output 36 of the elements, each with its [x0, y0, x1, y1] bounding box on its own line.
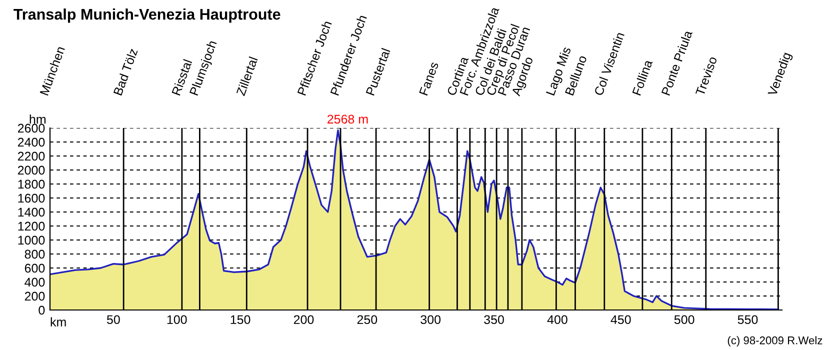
ref-line-label: Ponte Priula: [661, 29, 693, 96]
y-tick-label: 1600: [18, 194, 45, 203]
annotation: 2568 m: [327, 114, 368, 124]
x-tick-label: 100: [167, 315, 187, 324]
ref-line-label: Follina: [632, 58, 653, 96]
x-tick-label: 350: [484, 315, 504, 324]
y-tick-label: 2200: [18, 152, 45, 161]
y-tick-label: 600: [24, 264, 45, 273]
text: (c) 98-2009 R.Welz: [728, 336, 822, 346]
x-axis-title: km: [50, 317, 66, 326]
ref-line-label: Fanes: [419, 61, 439, 96]
x-tick-label: 50: [106, 315, 120, 324]
y-tick-label: 1400: [18, 208, 45, 217]
y-tick-label: 1000: [18, 236, 45, 245]
y-axis-title: hm: [30, 114, 46, 124]
y-tick-label: 800: [24, 250, 45, 259]
x-tick-label: 450: [610, 315, 631, 324]
ref-line-label: Treviso: [695, 56, 718, 96]
y-tick-label: 2000: [18, 166, 45, 175]
y-tick-label: 2400: [18, 138, 45, 147]
x-tick-label: 300: [420, 315, 441, 324]
y-tick-label: 0: [38, 306, 45, 315]
x-tick-label: 250: [357, 315, 378, 324]
y-tick-label: 1800: [18, 180, 45, 189]
y-tick-label: 200: [24, 292, 45, 301]
chart-title: Transalp Munich-Venezia Hauptroute: [14, 8, 280, 23]
ref-line-label: Bad Tölz: [112, 48, 138, 96]
y-tick-label: 400: [24, 278, 45, 287]
x-tick-label: 400: [547, 315, 568, 324]
y-tick-label: 1200: [18, 222, 45, 231]
y-tick-label: 2600: [18, 124, 45, 133]
x-tick-label: 500: [674, 315, 694, 324]
x-tick-label: 550: [738, 315, 758, 324]
x-tick-label: 150: [230, 315, 250, 324]
ref-line-label: Risstal: [171, 59, 192, 96]
x-tick-label: 200: [294, 315, 314, 324]
